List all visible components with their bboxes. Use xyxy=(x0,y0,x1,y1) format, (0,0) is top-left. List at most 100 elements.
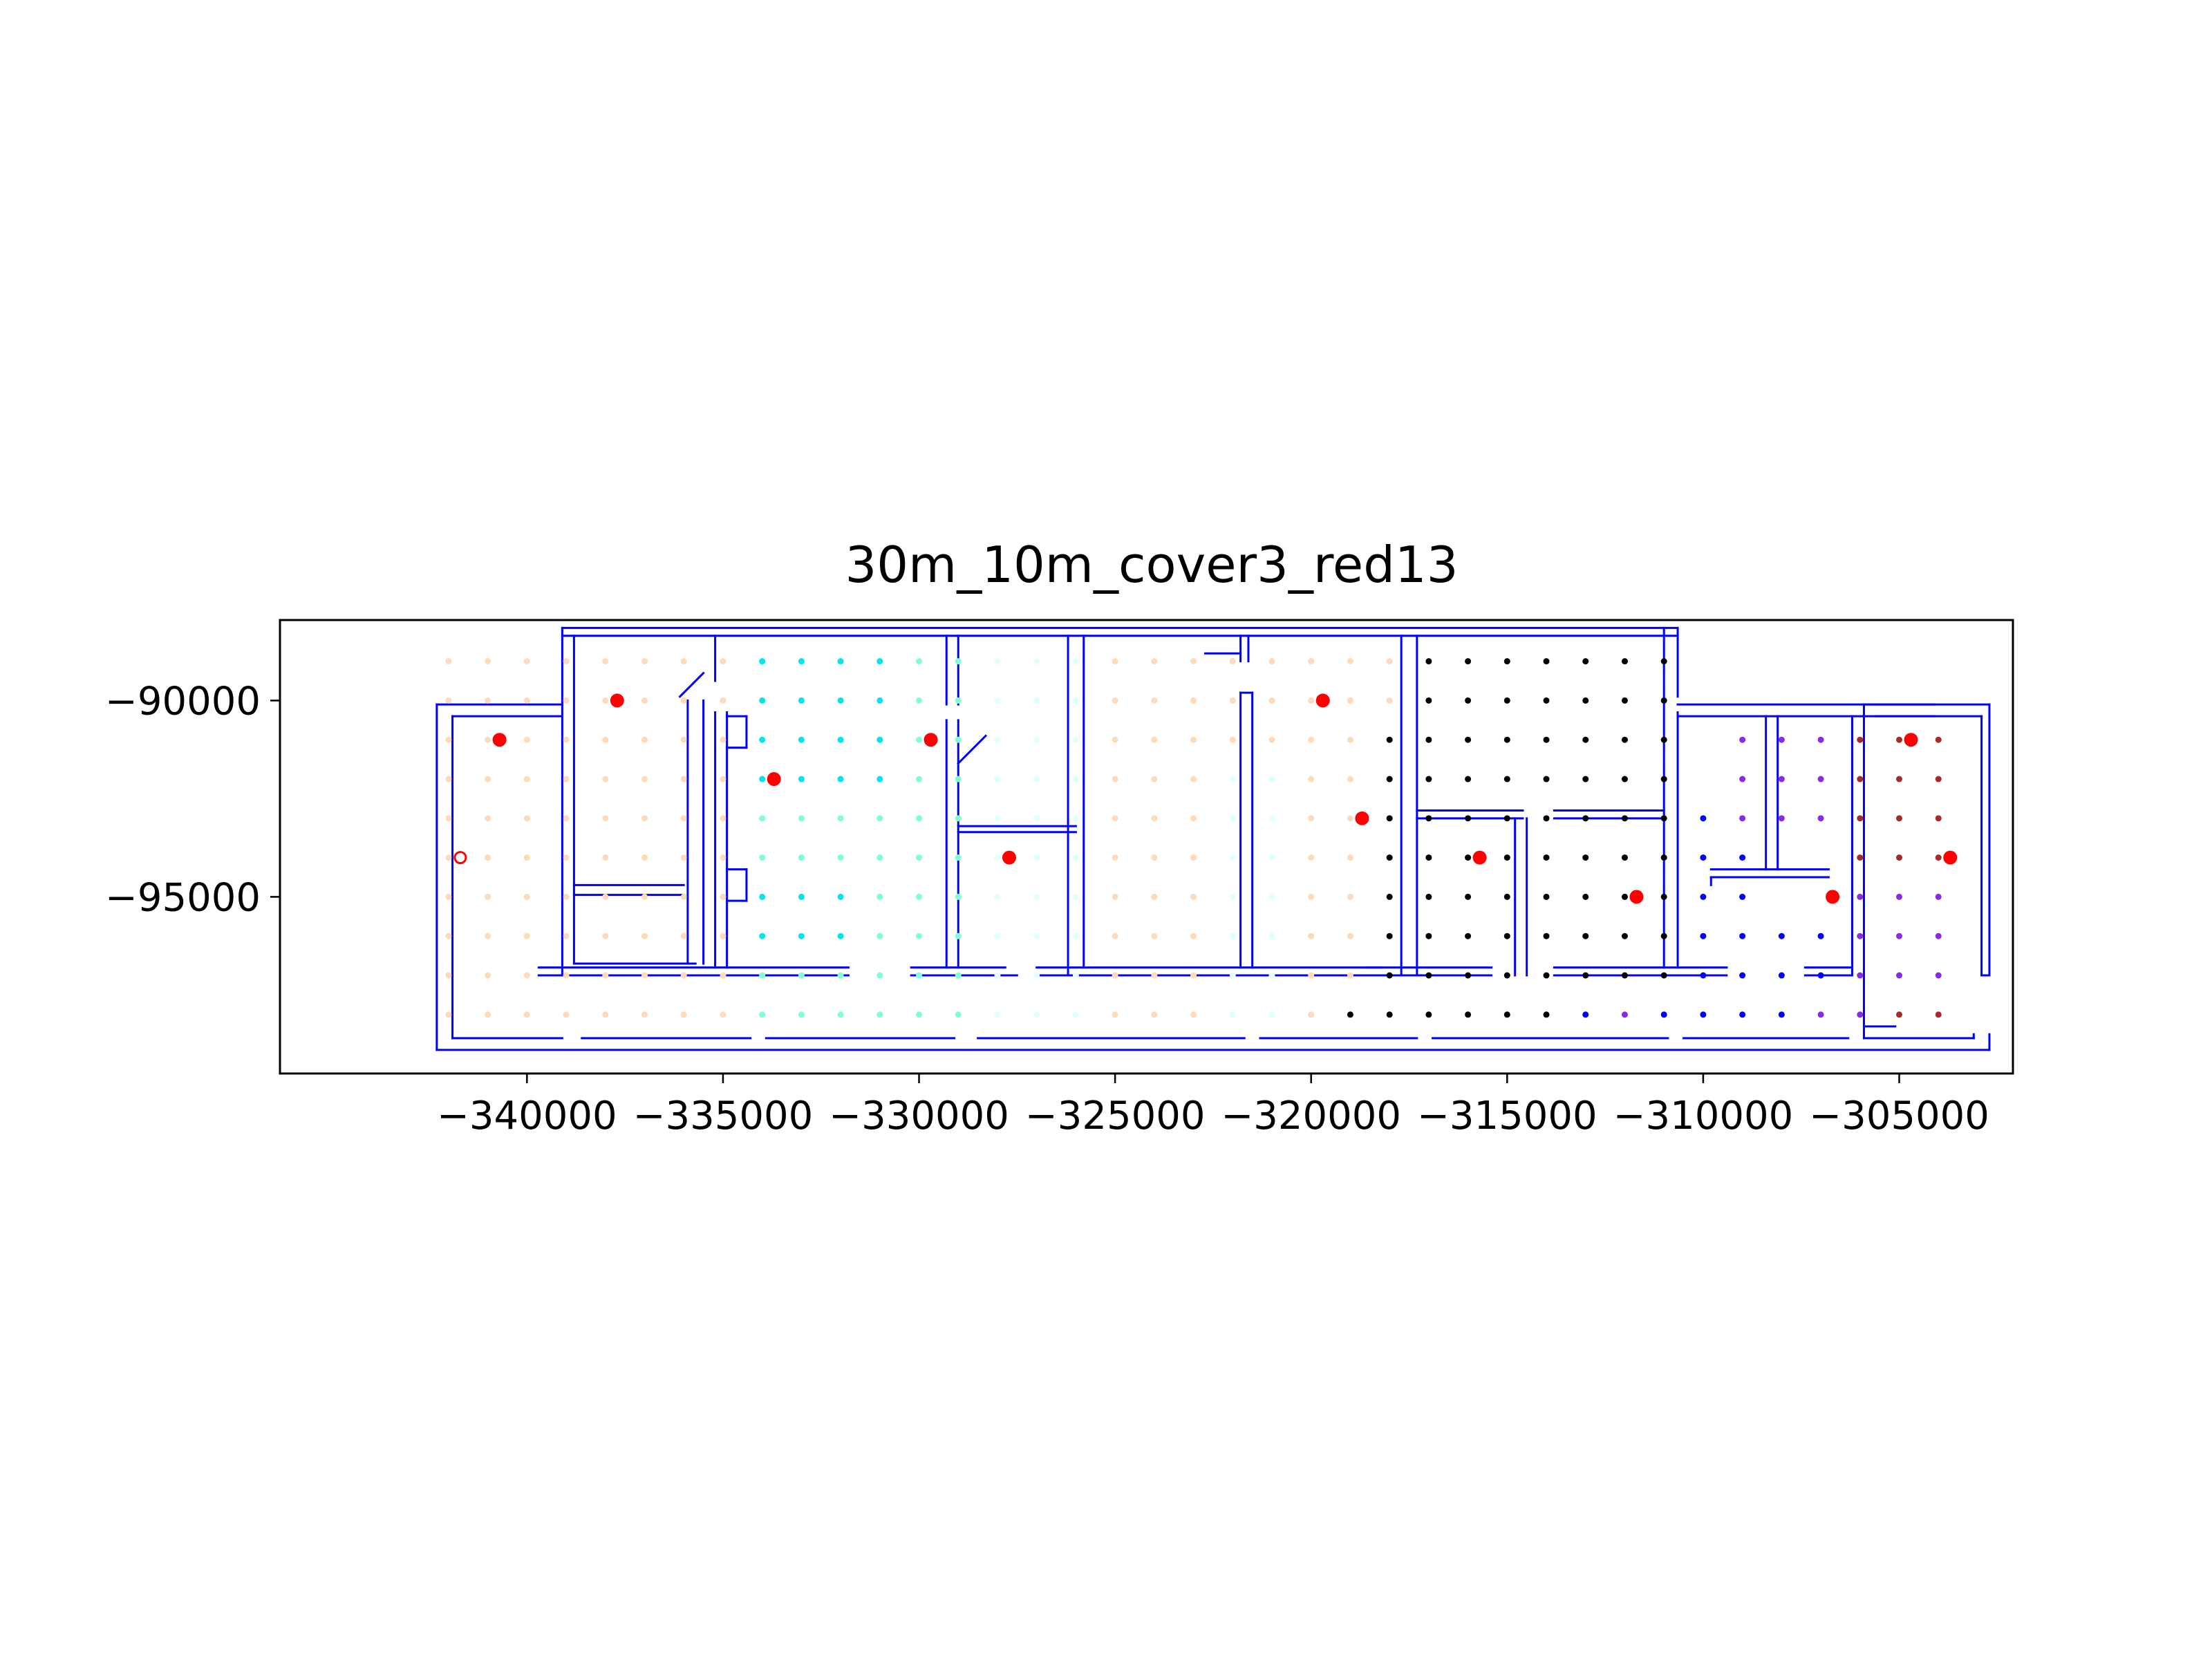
grid-point xyxy=(1582,815,1589,822)
grid-point xyxy=(1778,736,1785,743)
grid-point xyxy=(1190,1011,1197,1018)
grid-point xyxy=(602,776,609,782)
grid-point xyxy=(1739,815,1746,822)
grid-point xyxy=(1072,697,1079,704)
grid-point xyxy=(641,854,648,861)
grid-point xyxy=(1268,972,1275,979)
grid-point xyxy=(1700,972,1707,979)
grid-point xyxy=(445,972,452,979)
grid-point xyxy=(720,815,727,822)
grid-point xyxy=(1033,776,1040,782)
grid-point xyxy=(1072,736,1079,743)
grid-point xyxy=(916,776,923,782)
x-tick-label: −310000 xyxy=(1613,1094,1794,1138)
grid-point xyxy=(877,932,883,939)
grid-point xyxy=(1896,893,1903,900)
grid-point xyxy=(680,932,687,939)
grid-point xyxy=(720,854,727,861)
grid-point xyxy=(1621,972,1628,979)
grid-point xyxy=(1465,893,1472,900)
grid-point xyxy=(1543,972,1550,979)
selected-point xyxy=(492,733,507,747)
grid-point xyxy=(759,854,766,861)
grid-point xyxy=(798,776,805,782)
grid-point xyxy=(1229,1011,1236,1018)
grid-point xyxy=(720,697,727,704)
grid-point xyxy=(1033,736,1040,743)
chart-title: 30m_10m_cover3_red13 xyxy=(845,536,1458,594)
grid-point xyxy=(602,1011,609,1018)
grid-point xyxy=(1935,815,1942,822)
grid-point xyxy=(1503,972,1510,979)
grid-point xyxy=(798,932,805,939)
grid-point xyxy=(1700,932,1707,939)
grid-point xyxy=(445,776,452,782)
grid-point xyxy=(955,972,962,979)
grid-point xyxy=(1347,972,1353,979)
grid-point xyxy=(1660,736,1667,743)
grid-point xyxy=(1112,1011,1118,1018)
grid-point xyxy=(1935,932,1942,939)
wall-outlines xyxy=(435,626,1991,1051)
grid-point xyxy=(1465,658,1472,665)
grid-point xyxy=(1817,1011,1824,1018)
grid-point xyxy=(680,893,687,900)
grid-point xyxy=(1033,972,1040,979)
grid-point xyxy=(602,893,609,900)
grid-point xyxy=(1229,776,1236,782)
grid-point xyxy=(1465,972,1472,979)
grid-point xyxy=(798,893,805,900)
grid-point xyxy=(1621,658,1628,665)
grid-point xyxy=(1896,932,1903,939)
grid-point xyxy=(1072,1011,1079,1018)
grid-point xyxy=(877,854,883,861)
grid-point xyxy=(1503,815,1510,822)
x-tick-label: −320000 xyxy=(1221,1094,1401,1138)
grid-point xyxy=(1268,658,1275,665)
grid-point xyxy=(994,972,1001,979)
grid-point xyxy=(720,736,727,743)
grid-point xyxy=(759,658,766,665)
grid-point xyxy=(1896,854,1903,861)
wall-segment xyxy=(678,671,705,698)
grid-point xyxy=(641,658,648,665)
grid-point xyxy=(523,854,530,861)
grid-point xyxy=(798,658,805,665)
grid-point xyxy=(1190,658,1197,665)
grid-point xyxy=(1660,776,1667,782)
grid-point xyxy=(1817,932,1824,939)
grid-point xyxy=(1112,658,1118,665)
grid-point xyxy=(1308,776,1315,782)
grid-point xyxy=(916,658,923,665)
grid-point xyxy=(641,815,648,822)
grid-point xyxy=(680,697,687,704)
grid-point xyxy=(798,736,805,743)
grid-point xyxy=(1621,893,1628,900)
grid-point xyxy=(1896,1011,1903,1018)
grid-point xyxy=(1543,815,1550,822)
grid-point xyxy=(1660,1011,1667,1018)
grid-point xyxy=(1112,932,1118,939)
grid-point xyxy=(1229,815,1236,822)
y-tick-label: −90000 xyxy=(105,679,261,724)
grid-point xyxy=(1386,776,1393,782)
selected-point xyxy=(610,693,624,708)
grid-point xyxy=(1033,815,1040,822)
grid-point xyxy=(994,815,1001,822)
grid-point xyxy=(798,815,805,822)
grid-point xyxy=(1582,736,1589,743)
grid-point xyxy=(445,815,452,822)
grid-point xyxy=(1072,854,1079,861)
grid-point xyxy=(994,854,1001,861)
grid-point xyxy=(1739,736,1746,743)
grid-point xyxy=(485,854,491,861)
grid-point xyxy=(877,658,883,665)
grid-point xyxy=(1268,736,1275,743)
grid-point xyxy=(641,893,648,900)
grid-point xyxy=(1582,1011,1589,1018)
grid-point xyxy=(1425,1011,1432,1018)
grid-point xyxy=(523,932,530,939)
grid-point xyxy=(837,1011,844,1018)
grid-point xyxy=(1033,658,1040,665)
grid-point xyxy=(485,697,491,704)
